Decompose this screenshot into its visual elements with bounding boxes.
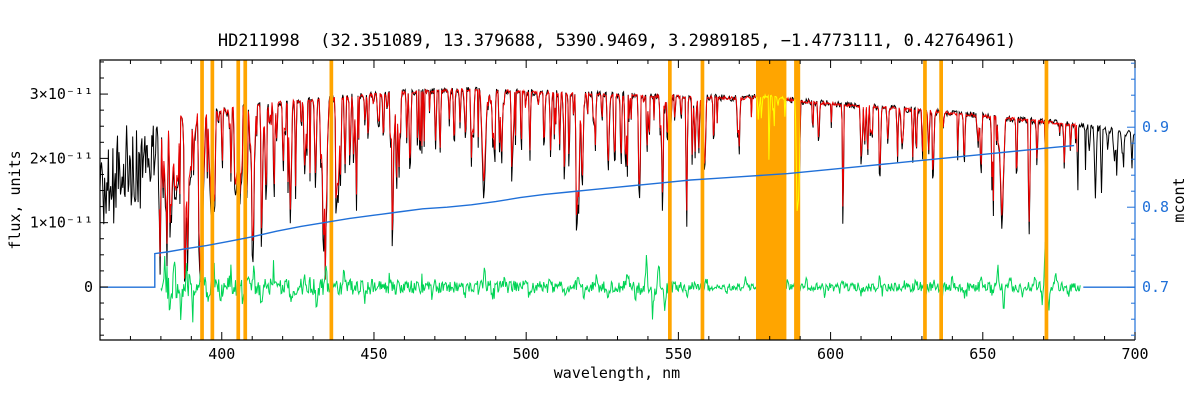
residual-spectrum [160,240,1081,323]
tick-labels: 400 450 500 550 600 650 700 0 1×10⁻¹¹ 2×10⁻¹¹ 3×10… [30,85,1169,363]
x-tick-label: 700 [1121,345,1148,363]
x-tick-label: 650 [969,345,996,363]
mcont-axis-label: mcont [1170,177,1188,222]
masked-band [210,60,215,340]
x-tick-label: 400 [208,345,235,363]
flux-tick-label: 0 [84,278,93,296]
masked-band [700,60,705,340]
mcont-curve [100,144,1075,288]
flux-tick-label: 3×10⁻¹¹ [30,85,93,103]
chart-layers: 400 450 500 550 600 650 700 0 1×10⁻¹¹ 2×10⁻¹¹ 3×10… [30,59,1169,363]
x-tick-label: 600 [817,345,844,363]
x-tick-label: 450 [360,345,387,363]
flux-axis-label: flux, units [6,150,24,249]
axes-box [99,59,1135,341]
masked-band [668,60,672,340]
masked-band [200,60,204,340]
mcont-tick-label: 0.9 [1142,118,1169,136]
x-tick-label: 500 [513,345,540,363]
masked-band [1044,60,1049,340]
x-tick-label: 550 [665,345,692,363]
chart-title: HD211998 (32.351089, 13.379688, 5390.946… [218,31,1016,51]
mcont-tick-label: 0.8 [1142,198,1169,216]
x-axis-label: wavelength, nm [554,364,680,382]
masked-band [329,60,334,340]
masked-band [236,60,241,340]
tick-marks [99,60,1136,340]
flux-tick-label: 2×10⁻¹¹ [30,149,93,167]
flux-tick-label: 1×10⁻¹¹ [30,214,93,232]
masked-band [939,60,943,340]
masked-band [243,60,248,340]
mcont-tick-label: 0.7 [1142,278,1169,296]
observed-spectrum [99,86,1136,283]
axes [99,59,1136,341]
masked-band [923,60,927,340]
